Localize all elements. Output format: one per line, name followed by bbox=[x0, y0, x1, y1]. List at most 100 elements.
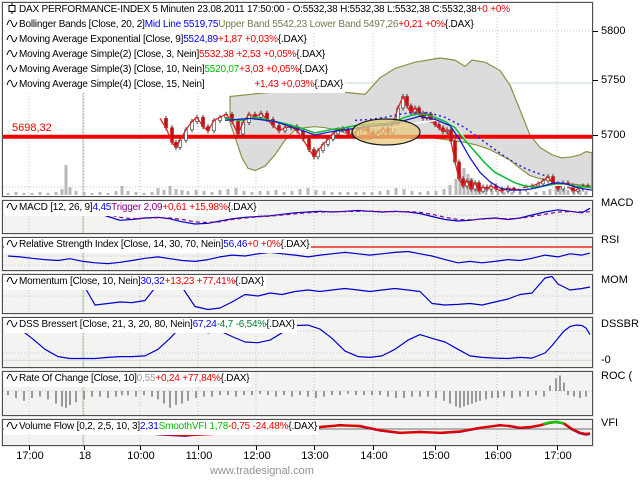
price-chart-canvas[interactable] bbox=[3, 3, 592, 196]
legend-segment: Moving Average Simple(3) [Close, 10, Nei… bbox=[19, 64, 205, 75]
legend-segment: Momentum [Close, 10, Nein] bbox=[19, 276, 141, 287]
legend-segment: {.DAX} bbox=[220, 373, 250, 384]
legend-segment: -4,7 -6,54% bbox=[216, 319, 267, 330]
rsi-legend: Relative Strength Index [Close, 14, 30, … bbox=[4, 238, 312, 253]
right-axis-label: MACD bbox=[601, 197, 634, 209]
indicator-wave-icon bbox=[6, 276, 18, 285]
legend-segment: +0,21 +0% bbox=[398, 19, 445, 30]
legend-segment: 2,31 bbox=[139, 421, 159, 432]
time-tick bbox=[497, 446, 498, 450]
legend-segment: {.DAX} bbox=[266, 319, 295, 330]
legend-row[interactable]: Bollinger Bands [Close, 20, 2] Mid Line … bbox=[4, 18, 476, 33]
time-axis-label: 18 bbox=[78, 450, 92, 462]
legend-row[interactable]: DAX PERFORMANCE-INDEX 5 Minuten 23.08.20… bbox=[4, 3, 512, 18]
legend-segment: {.DAX} bbox=[299, 64, 328, 75]
time-axis-label: 16:00 bbox=[484, 450, 512, 462]
time-axis-label: 11:00 bbox=[185, 450, 213, 462]
time-tick bbox=[435, 446, 436, 450]
legend-row[interactable]: Momentum [Close, 10, Nein] 30,32 +13,23 … bbox=[4, 275, 266, 290]
indicator-wave-icon bbox=[6, 49, 18, 58]
legend-segment: Volume Flow [0,2, 2,5, 10, 3] bbox=[19, 421, 140, 432]
indicator-wave-icon bbox=[6, 319, 18, 328]
legend-segment: {.DAX} bbox=[235, 276, 264, 287]
legend-segment: Relative Strength Index [Close, 14, 30, … bbox=[19, 239, 224, 250]
legend-segment: 0,55 bbox=[136, 373, 156, 384]
legend-segment: MACD [12, 26, 9] bbox=[19, 202, 93, 213]
right-axis-label: -0 bbox=[601, 354, 611, 366]
time-tick bbox=[256, 446, 257, 450]
right-axis-label: VFI bbox=[601, 417, 619, 429]
legend-segment: Rate Of Change [Close, 10] bbox=[19, 373, 137, 384]
axis-tick bbox=[593, 31, 598, 32]
legend-segment: {.DAX} bbox=[288, 421, 318, 432]
indicator-wave-icon bbox=[6, 19, 18, 28]
time-axis-label: 14:00 bbox=[360, 450, 388, 462]
indicator-wave-icon bbox=[6, 239, 18, 248]
legend-segment: Moving Average Simple(2) [Close, 3, Nein… bbox=[19, 49, 200, 60]
legend-segment: {.DAX} bbox=[280, 239, 310, 250]
legend-segment: Moving Average Simple(4) [Close, 15, Nei… bbox=[19, 79, 205, 90]
indicator-wave-icon bbox=[6, 202, 18, 211]
axis-tick bbox=[593, 135, 598, 136]
legend-row[interactable]: Moving Average Simple(2) [Close, 3, Nein… bbox=[4, 48, 328, 63]
red-line-price-label: 5698,32 bbox=[10, 122, 54, 134]
right-axis-label: RSI bbox=[601, 234, 620, 246]
legend-segment: {.DAX} bbox=[444, 19, 474, 30]
indicator-wave-icon bbox=[6, 373, 18, 382]
time-tick bbox=[84, 446, 85, 450]
right-axis-label: DSSBR bbox=[601, 318, 639, 330]
time-axis-label: 17:00 bbox=[16, 450, 44, 462]
right-axis-label: ROC ( bbox=[601, 370, 633, 382]
legend-segment: 5524,89 bbox=[183, 34, 218, 45]
legend-row[interactable]: MACD [12, 26, 9] 4,45 Trigger 2,09 +0,61… bbox=[4, 201, 259, 216]
right-axis-label: 5800 bbox=[601, 25, 626, 37]
time-tick bbox=[314, 446, 315, 450]
legend-segment: +1,87 +0,03% bbox=[217, 34, 278, 45]
legend-row[interactable]: DSS Bressert [Close, 21, 3, 20, 80, Nein… bbox=[4, 318, 297, 333]
legend-segment: Upper Band 5542,23 Lower Band 5497,26 bbox=[218, 19, 399, 30]
legend-segment: +3,03 +0,05% bbox=[239, 64, 300, 75]
legend-segment: 5520,07 bbox=[204, 64, 240, 75]
legend-row[interactable]: Moving Average Exponential [Close, 9] 55… bbox=[4, 33, 309, 48]
time-axis-label: 10:00 bbox=[127, 450, 155, 462]
legend-row[interactable]: Moving Average Simple(4) [Close, 15, Nei… bbox=[4, 78, 346, 93]
right-axis-label: 5750 bbox=[601, 74, 626, 86]
time-axis-label: 15:00 bbox=[422, 450, 450, 462]
mom-legend: Momentum [Close, 10, Nein] 30,32 +13,23 … bbox=[4, 275, 266, 290]
legend-row[interactable]: Rate Of Change [Close, 10] 0,55 +0,24 +7… bbox=[4, 372, 252, 387]
right-axis-label: MOM bbox=[601, 274, 628, 286]
legend-row[interactable]: Relative Strength Index [Close, 14, 30, … bbox=[4, 238, 312, 253]
chart-window-icon bbox=[8, 3, 16, 14]
legend-segment: +0 +0% bbox=[476, 4, 510, 15]
time-tick bbox=[29, 446, 30, 450]
time-tick bbox=[198, 446, 199, 450]
vfi-legend: Volume Flow [0,2, 2,5, 10, 3] 2,31 Smoot… bbox=[4, 420, 320, 435]
legend-segment: Mid Line 5519,75 bbox=[144, 19, 219, 30]
legend-row[interactable]: Volume Flow [0,2, 2,5, 10, 3] 2,31 Smoot… bbox=[4, 420, 320, 435]
legend-segment: {.DAX} bbox=[314, 79, 344, 90]
legend-segment: Trigger 2,09 bbox=[111, 202, 163, 213]
roc-canvas[interactable] bbox=[3, 372, 592, 415]
dss-legend: DSS Bressert [Close, 21, 3, 20, 80, Nein… bbox=[4, 318, 297, 333]
time-tick bbox=[373, 446, 374, 450]
legend-segment: 67,24 bbox=[192, 319, 217, 330]
legend-segment: +0 +0% bbox=[247, 239, 281, 250]
legend-segment: +1,43 +0,03% bbox=[254, 79, 315, 90]
legend-segment: {.DAX} bbox=[227, 202, 257, 213]
price-legend: DAX PERFORMANCE-INDEX 5 Minuten 23.08.20… bbox=[4, 3, 512, 93]
legend-segment: DAX PERFORMANCE-INDEX 5 Minuten 23.08.20… bbox=[19, 4, 477, 15]
time-axis-label: 13:00 bbox=[301, 450, 329, 462]
indicator-wave-icon bbox=[6, 421, 18, 430]
right-axis-label: 5700 bbox=[601, 129, 626, 141]
roc-legend: Rate Of Change [Close, 10] 0,55 +0,24 +7… bbox=[4, 372, 252, 387]
time-axis-label: 17:00 bbox=[544, 450, 572, 462]
legend-segment: +0,24 +77,84% bbox=[155, 373, 221, 384]
time-tick bbox=[140, 446, 141, 450]
macd-legend: MACD [12, 26, 9] 4,45 Trigger 2,09 +0,61… bbox=[4, 201, 259, 216]
legend-segment: -0,75 -24,48% bbox=[228, 421, 289, 432]
legend-row[interactable]: Moving Average Simple(3) [Close, 10, Nei… bbox=[4, 63, 330, 78]
legend-segment: Bollinger Bands [Close, 20, 2] bbox=[19, 19, 145, 30]
legend-segment: {.DAX} bbox=[296, 49, 326, 60]
legend-segment: 5532,38 +2,53 +0,05% bbox=[199, 49, 297, 60]
legend-segment: Moving Average Exponential [Close, 9] bbox=[19, 34, 184, 45]
